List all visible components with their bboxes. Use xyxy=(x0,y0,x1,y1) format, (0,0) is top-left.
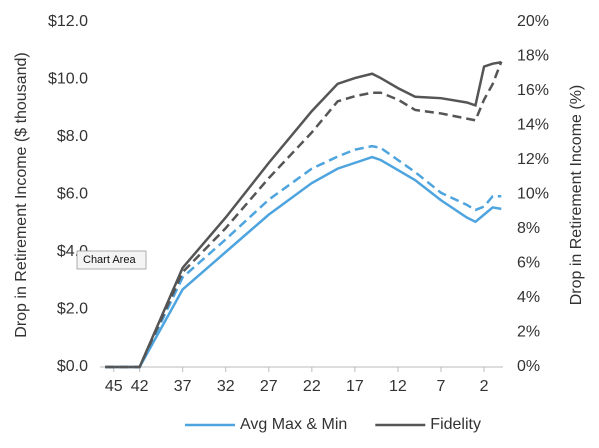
series-line xyxy=(105,155,502,369)
x-tick-label: 12 xyxy=(389,378,407,395)
x-tick-label: 42 xyxy=(131,378,149,395)
y2-axis-title: Drop in Retirement Income (%) xyxy=(568,85,585,306)
y2-tick-label: 20% xyxy=(517,13,549,30)
x-tick-label: 17 xyxy=(346,378,364,395)
y-tick-label: $8.0 xyxy=(57,128,88,145)
y-tick-label: $12.0 xyxy=(48,13,88,30)
y2-tick-label: 12% xyxy=(517,151,549,168)
y2-tick-label: 2% xyxy=(517,324,540,341)
series-line xyxy=(105,61,503,369)
x-tick-label: 22 xyxy=(303,378,321,395)
legend-label: Avg Max & Min xyxy=(240,416,347,433)
y2-tick-label: 4% xyxy=(517,289,540,306)
tooltip-text: Chart Area xyxy=(83,254,136,266)
y2-tick-label: 14% xyxy=(517,117,549,134)
y2-tick-label: 18% xyxy=(517,48,549,65)
y-tick-label: $2.0 xyxy=(57,301,88,318)
x-tick-label: 27 xyxy=(260,378,278,395)
x-tick-label: 7 xyxy=(437,378,446,395)
x-tick-label: 32 xyxy=(217,378,235,395)
y2-tick-label: 8% xyxy=(517,220,540,237)
y2-tick-label: 0% xyxy=(517,358,540,375)
y-tick-label: $10.0 xyxy=(48,71,88,88)
x-tick-label: 45 xyxy=(105,378,123,395)
series-line xyxy=(105,61,502,369)
x-tick-label: 2 xyxy=(480,378,489,395)
y2-tick-label: 6% xyxy=(517,255,540,272)
x-tick-label: 37 xyxy=(174,378,192,395)
y2-tick-label: 16% xyxy=(517,82,549,99)
series-line xyxy=(105,144,502,369)
y2-tick-label: 10% xyxy=(517,186,549,203)
y-axis-title: Drop in Retirement Income ($ thousand) xyxy=(13,52,30,337)
tooltip-box xyxy=(76,250,147,270)
y-tick-label: $6.0 xyxy=(57,186,88,203)
legend-label: Fidelity xyxy=(430,416,481,433)
y-tick-label: $0.0 xyxy=(57,358,88,375)
